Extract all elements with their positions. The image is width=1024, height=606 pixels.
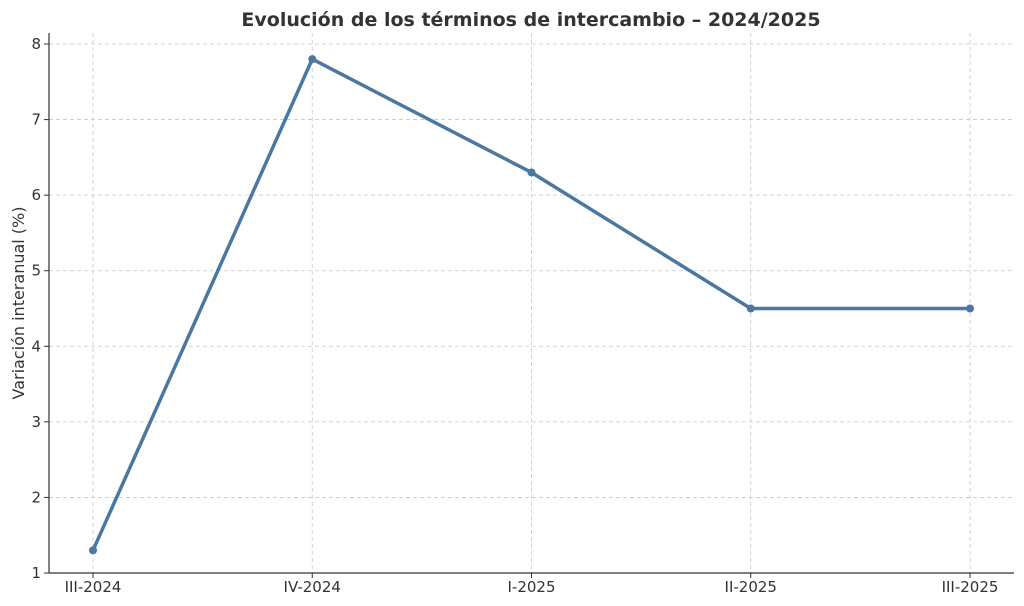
x-tick-label: III-2024 — [65, 578, 122, 596]
y-tick-label: 2 — [31, 488, 41, 506]
y-tick-label: 5 — [31, 262, 41, 280]
y-tick-label: 6 — [31, 186, 41, 204]
grid-layer — [49, 33, 1014, 573]
data-point — [966, 304, 974, 313]
x-tick-label: III-2025 — [942, 578, 999, 596]
y-tick-label: 8 — [31, 35, 41, 53]
y-tick-label: 3 — [31, 413, 41, 431]
data-point — [89, 546, 97, 555]
x-tick-label: II-2025 — [725, 578, 777, 596]
chart-title: Evolución de los términos de intercambio… — [241, 9, 820, 31]
data-point — [746, 304, 755, 313]
y-tick-label: 1 — [31, 564, 41, 582]
y-axis-label: Variación interanual (%) — [9, 207, 28, 400]
data-point — [527, 168, 536, 177]
x-tick-label: IV-2024 — [284, 578, 341, 596]
y-tick-label: 4 — [31, 337, 41, 355]
ticks-layer: 1 2 3 4 5 6 7 8 III-2024 IV-2024 I-2025 II-2025 III-… — [31, 35, 998, 596]
x-tick-label: I-2025 — [507, 578, 555, 596]
y-tick-label: 7 — [31, 111, 41, 129]
data-point — [308, 55, 317, 64]
series-layer — [89, 55, 974, 555]
